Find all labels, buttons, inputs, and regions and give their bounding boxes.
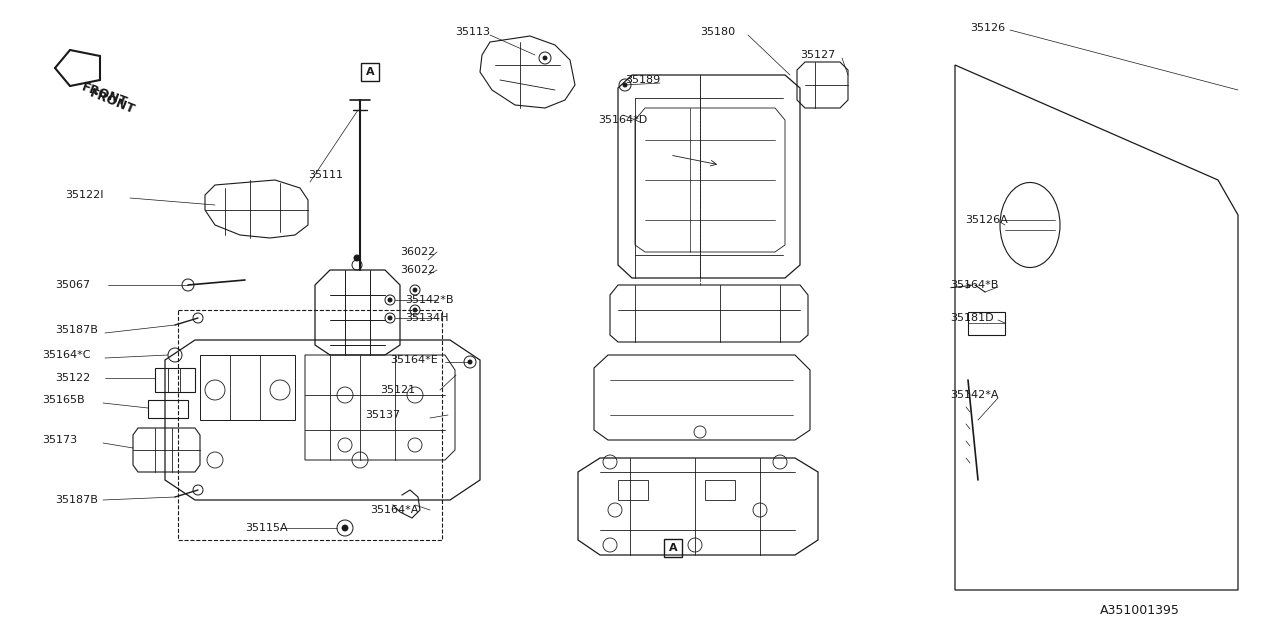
Text: 35165B: 35165B xyxy=(42,395,84,405)
Text: 35113: 35113 xyxy=(454,27,490,37)
Text: 35122I: 35122I xyxy=(65,190,104,200)
Text: 35164*A: 35164*A xyxy=(370,505,419,515)
Text: 35164*B: 35164*B xyxy=(950,280,998,290)
Text: 35126: 35126 xyxy=(970,23,1005,33)
Text: A: A xyxy=(366,67,374,77)
Circle shape xyxy=(413,288,417,292)
Text: 35164*E: 35164*E xyxy=(390,355,438,365)
Text: 35121: 35121 xyxy=(380,385,415,395)
Text: 35142*B: 35142*B xyxy=(404,295,453,305)
Text: 35164*C: 35164*C xyxy=(42,350,91,360)
Text: 35115A: 35115A xyxy=(244,523,288,533)
Text: 36022: 36022 xyxy=(399,247,435,257)
Text: FRONT: FRONT xyxy=(88,87,137,117)
Circle shape xyxy=(543,56,547,60)
Text: 35164*D: 35164*D xyxy=(598,115,648,125)
Text: 35180: 35180 xyxy=(700,27,735,37)
Text: 35137: 35137 xyxy=(365,410,401,420)
Text: A351001395: A351001395 xyxy=(1100,604,1180,616)
Text: 35187B: 35187B xyxy=(55,325,97,335)
Circle shape xyxy=(342,525,348,531)
Text: 35187B: 35187B xyxy=(55,495,97,505)
Circle shape xyxy=(623,83,627,87)
Circle shape xyxy=(388,298,392,302)
Text: 35111: 35111 xyxy=(308,170,343,180)
Text: 35126A: 35126A xyxy=(965,215,1007,225)
Circle shape xyxy=(355,255,360,261)
Text: 35173: 35173 xyxy=(42,435,77,445)
Text: 35189: 35189 xyxy=(625,75,660,85)
Circle shape xyxy=(413,308,417,312)
Text: 36022: 36022 xyxy=(399,265,435,275)
Circle shape xyxy=(468,360,472,364)
Circle shape xyxy=(388,316,392,320)
Text: 35181D: 35181D xyxy=(950,313,993,323)
Text: 35122: 35122 xyxy=(55,373,91,383)
Text: 35127: 35127 xyxy=(800,50,836,60)
Text: 35134H: 35134H xyxy=(404,313,448,323)
Text: A: A xyxy=(668,543,677,553)
Text: FRONT: FRONT xyxy=(79,81,129,109)
Bar xyxy=(664,539,682,557)
Bar xyxy=(361,63,379,81)
Text: 35142*A: 35142*A xyxy=(950,390,998,400)
Text: 35067: 35067 xyxy=(55,280,90,290)
